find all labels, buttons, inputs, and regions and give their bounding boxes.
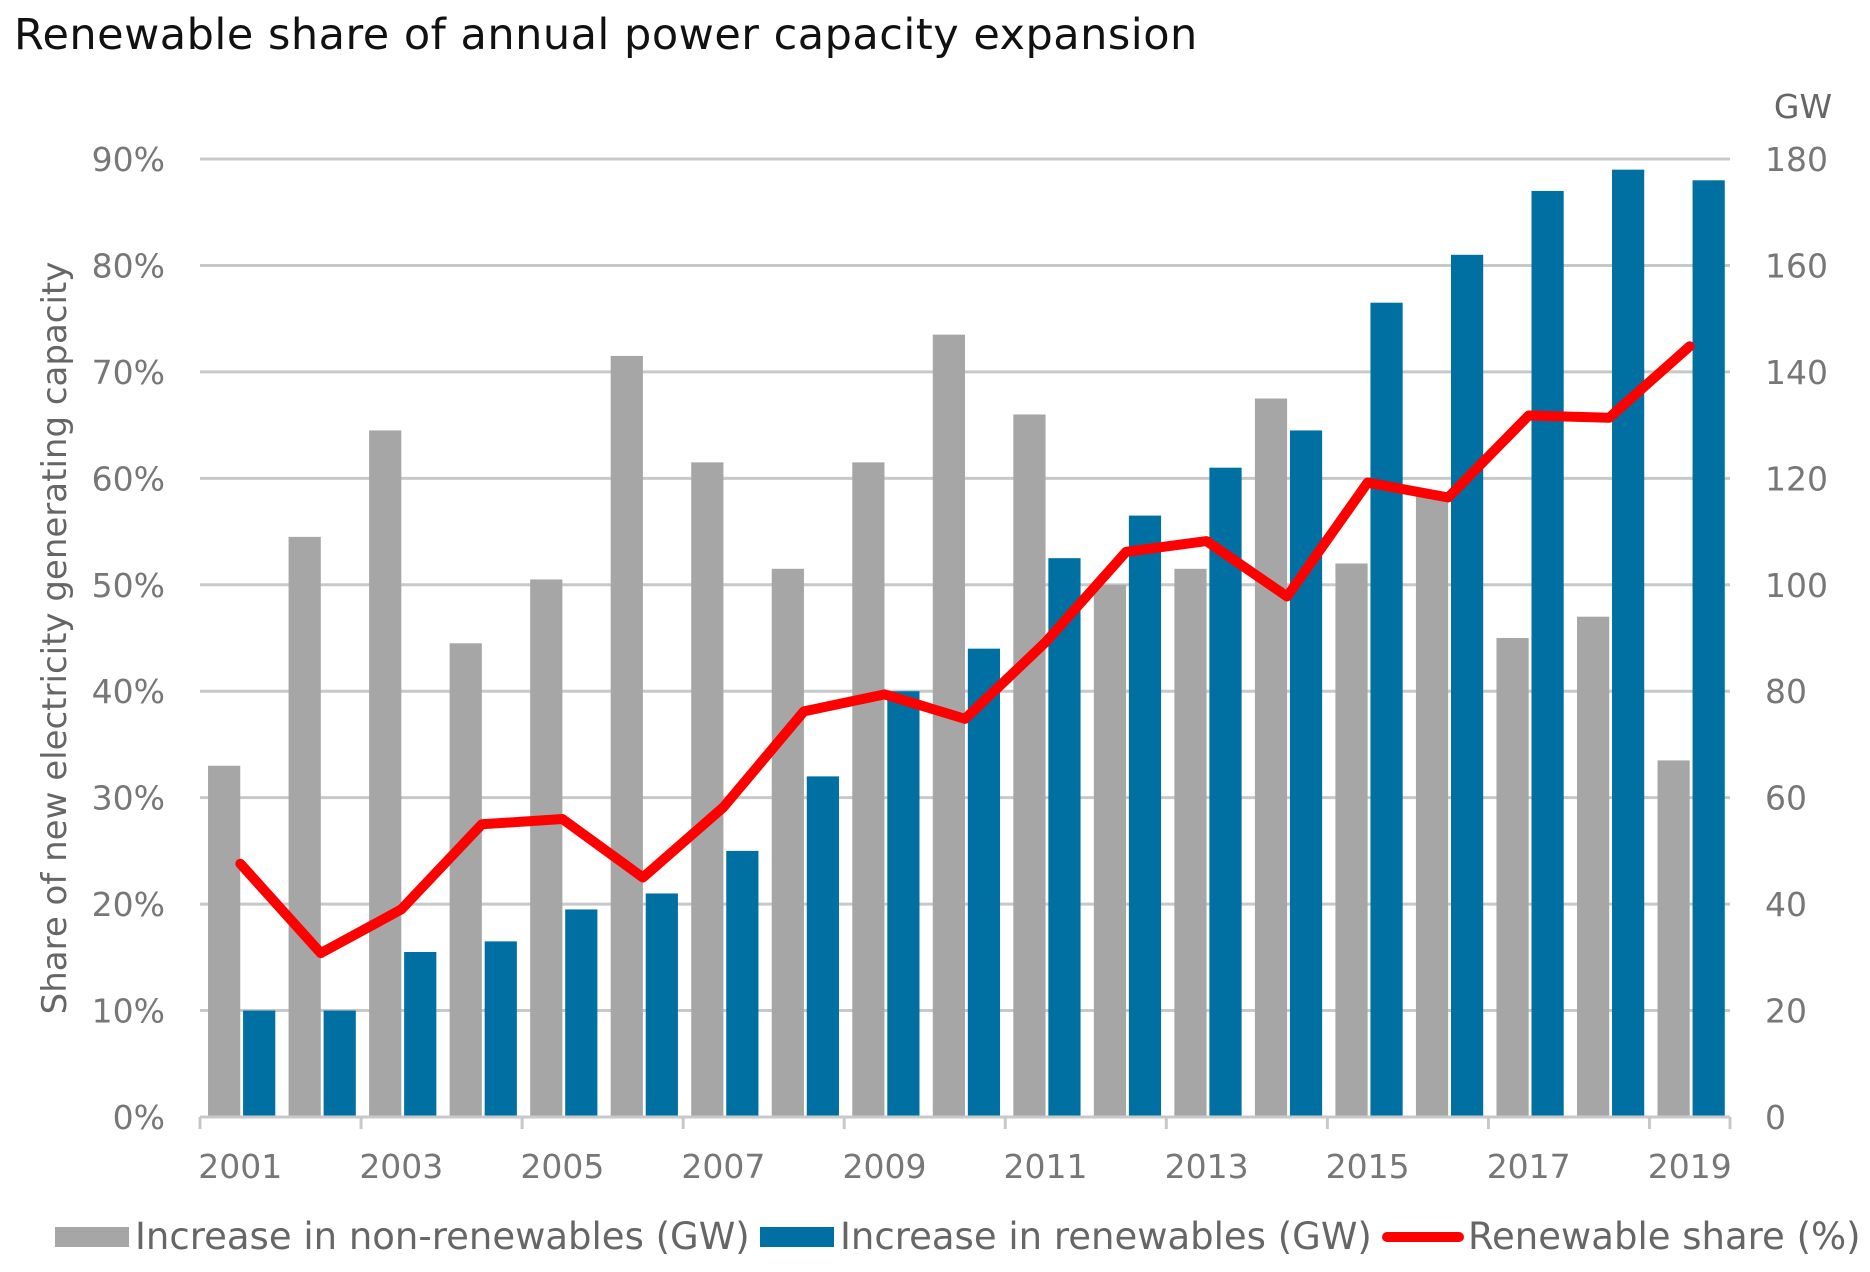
bar-renewables-2004 — [484, 941, 517, 1117]
bar-renewables-2012 — [1128, 515, 1162, 1117]
bar-non-renewables-2012 — [1093, 584, 1127, 1117]
x-tick-label: 2001 — [198, 1147, 282, 1186]
legend-label: Increase in renewables (GW) — [840, 1215, 1372, 1258]
legend-swatch-gray — [55, 1226, 129, 1247]
legend-label: Increase in non-renewables (GW) — [135, 1215, 750, 1258]
bar-renewables-2019 — [1692, 180, 1725, 1118]
bar-renewables-2008 — [806, 776, 839, 1117]
bar-renewables-2015 — [1370, 302, 1403, 1117]
x-tick-label: 2003 — [359, 1147, 443, 1186]
y-left-tick-label: 20% — [92, 885, 165, 924]
bar-renewables-2011 — [1048, 558, 1081, 1117]
chart-title: Renewable share of annual power capacity… — [14, 10, 1198, 60]
legend: Increase in non-renewables (GW) Increase… — [0, 1215, 1870, 1265]
y-right-tick-label: 160 — [1765, 246, 1828, 285]
bar-non-renewables-2019 — [1657, 760, 1690, 1117]
bar-renewables-2010 — [967, 648, 1001, 1117]
bar-non-renewables-2005 — [530, 579, 563, 1117]
y-right-tick-label: 20 — [1765, 992, 1807, 1031]
y-right-tick-label: 40 — [1765, 885, 1807, 924]
y-right-tick-label: 0 — [1765, 1098, 1786, 1137]
y-right-tick-label: 60 — [1765, 779, 1807, 818]
y-left-tick-label: 80% — [92, 246, 165, 285]
y-axis-right-title: GW — [1774, 87, 1832, 126]
bar-renewables-2001 — [243, 1010, 276, 1117]
x-tick-label: 2013 — [1165, 1147, 1249, 1186]
y-left-tick-label: 10% — [92, 992, 165, 1031]
bar-non-renewables-2008 — [771, 568, 804, 1117]
y-right-tick-label: 120 — [1765, 459, 1828, 498]
bar-renewables-2005 — [565, 909, 598, 1117]
legend-swatch-blue — [760, 1226, 834, 1247]
y-right-tick-label: 140 — [1765, 353, 1828, 392]
bar-renewables-2002 — [323, 1010, 356, 1117]
x-tick-label: 2015 — [1326, 1147, 1410, 1186]
y-left-tick-label: 90% — [92, 140, 165, 179]
bar-renewables-2009 — [887, 691, 920, 1117]
bar-renewables-2003 — [404, 952, 437, 1117]
y-axis-left-title: Share of new electricity generating capa… — [35, 262, 75, 1015]
legend-label: Renewable share (%) — [1468, 1215, 1861, 1258]
bar-non-renewables-2014 — [1254, 398, 1288, 1117]
bar-non-renewables-2015 — [1335, 563, 1368, 1117]
y-left-tick-label: 0% — [113, 1098, 165, 1137]
bar-non-renewables-2016 — [1415, 494, 1449, 1117]
y-left-tick-label: 70% — [92, 353, 165, 392]
bar-non-renewables-2007 — [691, 462, 724, 1117]
bar-renewables-2006 — [645, 893, 678, 1117]
legend-item-renewables: Increase in renewables (GW) — [760, 1215, 1372, 1258]
y-left-tick-label: 30% — [92, 779, 165, 818]
bar-renewables-2017 — [1531, 190, 1564, 1117]
bar-non-renewables-2001 — [208, 765, 241, 1117]
y-left-tick-label: 60% — [92, 459, 165, 498]
bar-non-renewables-2013 — [1174, 568, 1207, 1117]
bar-non-renewables-2010 — [932, 334, 965, 1118]
x-tick-label: 2009 — [842, 1147, 926, 1186]
bar-non-renewables-2004 — [449, 643, 482, 1117]
bar-non-renewables-2018 — [1577, 616, 1610, 1117]
x-tick-label: 2005 — [520, 1147, 604, 1186]
line-renewable-share — [235, 341, 1695, 959]
legend-swatch-red-line — [1382, 1231, 1464, 1242]
x-tick-label: 2019 — [1648, 1147, 1732, 1186]
bar-renewables-2016 — [1450, 254, 1484, 1118]
bar-renewables-2007 — [726, 850, 759, 1117]
bar-non-renewables-2006 — [610, 355, 643, 1117]
bar-renewables-2018 — [1612, 169, 1645, 1118]
bar-non-renewables-2017 — [1496, 638, 1529, 1117]
y-left-tick-label: 50% — [92, 566, 165, 605]
bar-non-renewables-2009 — [852, 462, 885, 1117]
bar-non-renewables-2002 — [288, 536, 321, 1117]
bar-renewables-2014 — [1289, 430, 1323, 1117]
legend-item-non-renewables: Increase in non-renewables (GW) — [55, 1215, 750, 1258]
bar-renewables-2013 — [1209, 467, 1242, 1117]
y-right-tick-label: 80 — [1765, 672, 1807, 711]
x-tick-label: 2017 — [1487, 1147, 1571, 1186]
bar-non-renewables-2011 — [1013, 414, 1046, 1117]
legend-item-share: Renewable share (%) — [1382, 1215, 1861, 1258]
y-right-tick-label: 180 — [1765, 140, 1828, 179]
y-left-tick-label: 40% — [92, 672, 165, 711]
y-right-tick-label: 100 — [1765, 566, 1828, 605]
x-tick-label: 2011 — [1004, 1147, 1088, 1186]
x-tick-label: 2007 — [681, 1147, 765, 1186]
bar-non-renewables-2003 — [369, 430, 402, 1117]
